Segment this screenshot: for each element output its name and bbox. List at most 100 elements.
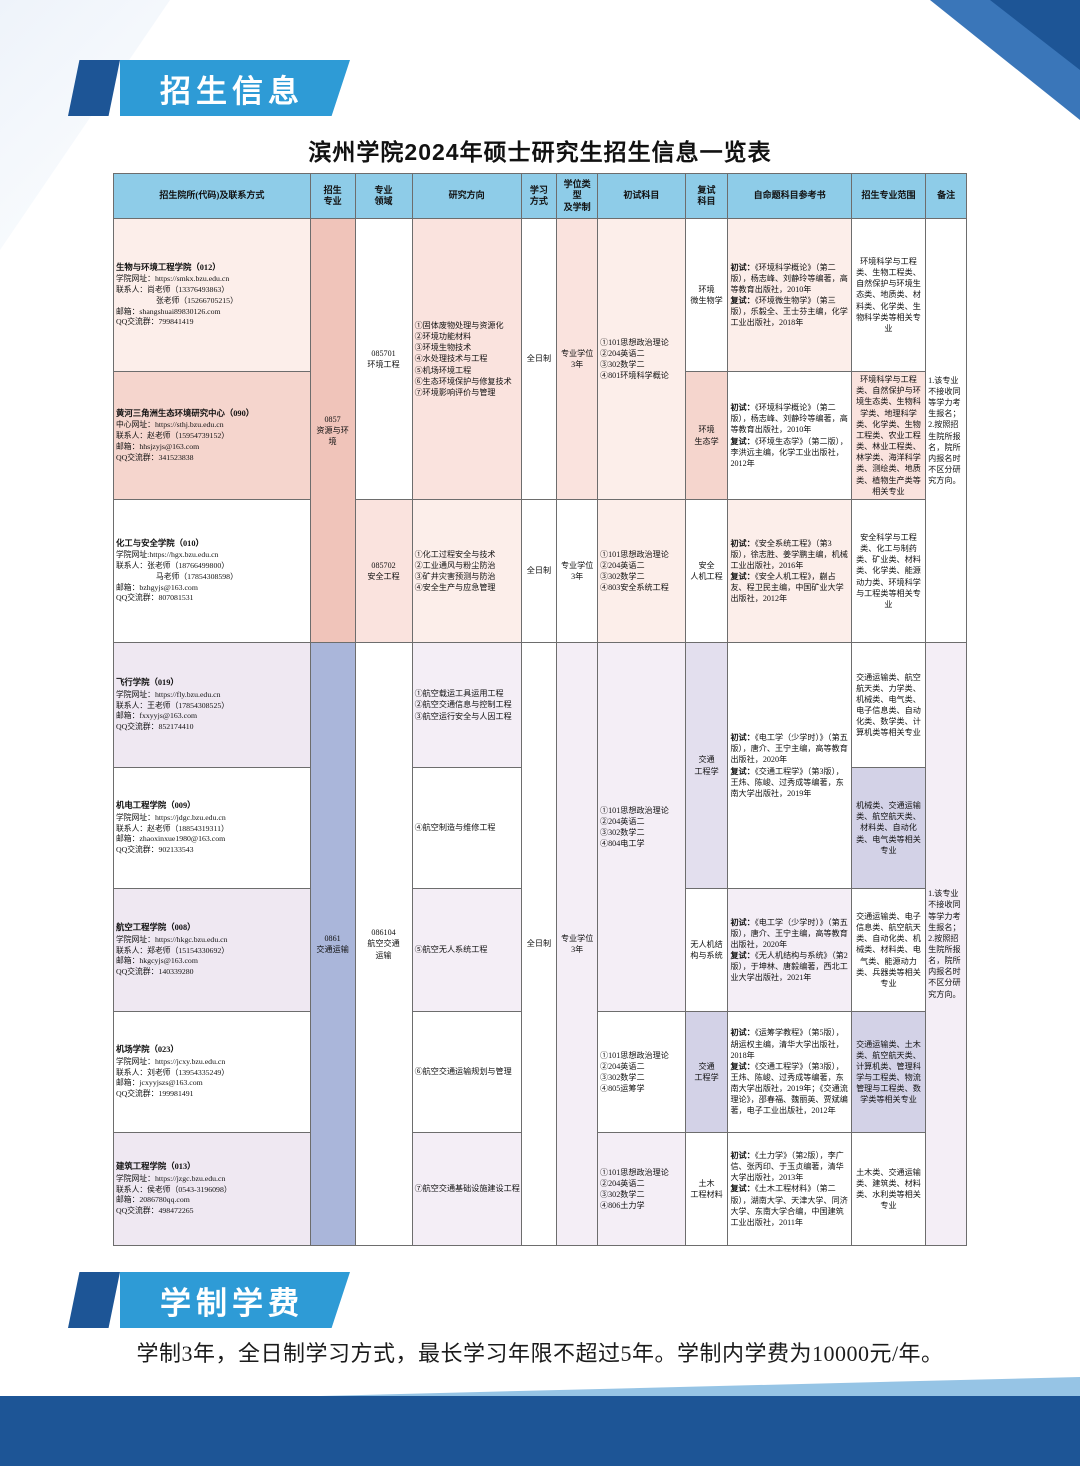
cell-books-traffic-eng-1: 初试：《电工学（少学时）》（第五版），唐介、王宁主编，高等教育出版社，2020年… xyxy=(727,642,852,889)
col-header-major-line2: 专业 xyxy=(323,196,342,206)
institute-email: 邮箱：fxxyyjs@163.com xyxy=(116,711,198,721)
institute-qq-group: QQ交流群：902133543 xyxy=(116,845,194,855)
institute-contact-1: 联系人：张老师（18766499800） xyxy=(116,561,230,571)
cell-scope-or: 交通运输类、土木类、航空航天类、计算机类、管理科学与工程类、物流管理与工程类、数… xyxy=(850,1011,927,1133)
cell-institute-aviation: 航空工程学院（008） 学院网址：https://hkgc.bzu.edu.cn… xyxy=(113,888,311,1012)
institute-email: 邮箱：bzhgyjs@163.com xyxy=(116,582,198,592)
col-header-degree: 学位类型 及学制 xyxy=(556,173,599,219)
section-banner-admission: 招生信息 xyxy=(68,60,350,116)
table-row: 黄河三角洲生态环境研究中心（090） 中心网址：https://sthj.bzu… xyxy=(113,371,967,500)
tuition-description: 学制3年，全日制学习方式，最长学习年限不超过5年。学制内学费为10000元/年。 xyxy=(136,1341,944,1366)
institute-website: 学院网址：https://jdgc.bzu.edu.cn xyxy=(116,812,226,822)
cell-study-mode-safety: 全日制 xyxy=(520,499,558,643)
retest-subject-line2: 人机工程 xyxy=(690,572,723,581)
direction-item: ⑥生态环境保护与修复技术 xyxy=(414,376,512,386)
direction-item: ②工业通风与粉尘防治 xyxy=(414,560,496,570)
cell-exam1-elec: ①101思想政治理论 ②204英语二 ③302数学二 ④804电工学 xyxy=(597,642,686,1012)
exam-subject: ②204英语二 xyxy=(600,348,645,358)
table-row: 化工与安全学院（010） 学院网址:https://hgx.bzu.edu.cn… xyxy=(113,499,967,643)
institute-name: 航空工程学院（008） xyxy=(116,923,196,933)
institute-qq-group: QQ交流群：341523838 xyxy=(116,452,194,462)
direction-item: ⑤机场环境工程 xyxy=(414,365,472,375)
institute-qq-group: QQ交流群：140339280 xyxy=(116,967,194,977)
cell-retest-safety-ergo: 安全 人机工程 xyxy=(684,499,729,643)
cell-retest-env-eco: 环境 生态学 xyxy=(684,371,729,500)
cell-degree-transport: 专业学位 3年 xyxy=(556,642,599,1246)
degree-type: 专业学位 xyxy=(560,933,594,943)
institute-qq-group: QQ交流群：498472265 xyxy=(116,1206,194,1216)
exam-subject: ④805运筹学 xyxy=(600,1084,645,1094)
cell-scope-uav: 交通运输类、电子信息类、航空航天类、自动化类、机械类、材料类、电气类、能源动力类… xyxy=(850,888,927,1012)
books-first-text: 《电工学（少学时）》（第五版），唐介、王宁主编，高等教育出版社，2020年 xyxy=(730,917,848,949)
cell-institute-civil: 建筑工程学院（013） 学院网址：https://jzgc.bzu.edu.cn… xyxy=(113,1132,311,1246)
col-header-exam1: 初试科目 xyxy=(597,173,686,219)
major-name: 资源与环境 xyxy=(316,425,349,447)
cell-scope-env-micro: 环境科学与工程类、生物工程类、自然保护与环境生态类、地质类、材料类、化学类、生物… xyxy=(850,218,927,372)
field-code: 085702 xyxy=(371,560,396,570)
field-name: 安全工程 xyxy=(367,572,400,581)
institute-website: 学院网址：https://fly.bzu.edu.cn xyxy=(116,689,221,699)
banner-tail-shape xyxy=(68,1272,120,1328)
cell-directions-airport: ⑥航空交通运输规划与管理 xyxy=(411,1011,522,1133)
institute-contact-1: 联系人：赵老师（18854319311） xyxy=(116,823,229,833)
cell-books-or: 初试：《运筹学教程》（第5版），胡运权主编，清华大学出版社，2018年 复试：《… xyxy=(727,1011,852,1133)
direction-item: ③环境生物技术 xyxy=(414,343,472,353)
books-first-label: 初试： xyxy=(730,1150,755,1160)
major-code: 0861 xyxy=(324,933,341,943)
institute-contact-1: 联系人：王老师（17854308525） xyxy=(116,700,230,710)
col-header-major: 招生 专业 xyxy=(309,173,356,219)
institute-qq-group: QQ交流群：852174410 xyxy=(116,722,194,732)
cell-degree-env: 专业学位 3年 xyxy=(556,218,599,500)
books-second-label: 复试： xyxy=(730,766,755,776)
cell-scope-traffic-eng-1: 交通运输类、航空航天类、力学类、机械类、电气类、电子信息类、自动化类、数学类、计… xyxy=(850,642,927,768)
cell-directions-env-eng: ①固体废物处理与资源化 ②环境功能材料 ③环境生物技术 ④水处理技术与工程 ⑤机… xyxy=(411,218,522,500)
direction-item: ①固体废物处理与资源化 xyxy=(414,320,504,330)
institute-contact-1: 联系人：尚老师（13376493863） xyxy=(116,285,230,295)
retest-subject-line1: 交通 xyxy=(698,755,715,765)
books-second-label: 复试： xyxy=(730,572,755,581)
books-second-label: 复试： xyxy=(730,951,755,960)
institute-website: 学院网址：https://smkx.bzu.edu.cn xyxy=(116,274,230,284)
cell-scope-traffic-eng-2: 机械类、交通运输类、航空航天类、材料类、自动化类、电气类等相关专业 xyxy=(850,767,927,889)
institute-email: 邮箱：2086780qq.com xyxy=(116,1195,190,1205)
col-header-note: 备注 xyxy=(925,173,967,219)
cell-directions-civil: ⑦航空交通基础设施建设工程 xyxy=(411,1132,522,1246)
books-first-text: 《环境科学概论》（第二版），杨志峰、刘静玲等编著，高等教育出版社，2010年 xyxy=(730,403,848,435)
institute-name: 化工与安全学院（010） xyxy=(116,538,204,548)
books-second-text: 《土木工程材料》（第二版），湖南大学、天津大学、同济大学、东南大学合编，中国建筑… xyxy=(730,1184,848,1227)
cell-books-safety: 初试：《安全系统工程》（第3版），徐志胜、姜学鹏主编，机械工业出版社，2016年… xyxy=(727,499,852,643)
retest-subject-line1: 土木 xyxy=(698,1178,715,1188)
institute-website: 学院网址：https://jzgc.bzu.edu.cn xyxy=(116,1173,226,1183)
cell-books-env-eco: 初试：《环境科学概论》（第二版），杨志峰、刘静玲等编著，高等教育出版社，2010… xyxy=(727,371,852,500)
col-header-field: 专业 领域 xyxy=(354,173,413,219)
institute-website: 学院网址：https://jcxy.bzu.edu.cn xyxy=(116,1056,226,1066)
books-second-label: 复试： xyxy=(730,1061,755,1071)
cell-institute-mech-elec: 机电工程学院（009） 学院网址：https://jdgc.bzu.edu.cn… xyxy=(113,767,311,889)
cell-study-mode-env: 全日制 xyxy=(520,218,558,500)
exam-subject: ④806土力学 xyxy=(600,1201,645,1211)
exam-subject: ②204英语二 xyxy=(600,816,645,826)
books-second-label: 复试： xyxy=(730,1184,755,1194)
institute-qq-group: QQ交流群：799841419 xyxy=(116,317,194,327)
retest-subject-line1: 环境 xyxy=(698,425,715,435)
institute-contact-1: 联系人：侯老师（0543-3196098） xyxy=(116,1184,232,1194)
cell-institute-yellow-river: 黄河三角洲生态环境研究中心（090） 中心网址：https://sthj.bzu… xyxy=(113,371,311,500)
retest-subject-line2: 工程学 xyxy=(694,766,719,776)
retest-subject-line2: 生态学 xyxy=(694,436,719,446)
books-first-text: 《土力学》（第2版），李广信、张丙印、于玉贞编著，清华大学出版社，2013年 xyxy=(730,1150,844,1183)
books-second-text: 《安全人机工程》，蒯占友、程卫民主编，中国矿业大学出版社，2012年 xyxy=(730,572,844,604)
books-first-text: 《环境科学概论》（第二版），杨志峰、刘静玲等编著，高等教育出版社，2010年 xyxy=(730,262,848,294)
banner-tail-shape xyxy=(68,60,120,116)
admissions-table: 招生院所(代码)及联系方式 招生 专业 专业 领域 研究方向 学习 方式 学位类… xyxy=(113,173,967,1246)
books-first-label: 初试： xyxy=(730,538,755,548)
institute-email: 邮箱：hhsjzyjs@163.com xyxy=(116,441,200,451)
col-header-exam2-line1: 复试 xyxy=(697,184,716,195)
degree-duration: 3年 xyxy=(571,360,584,369)
exam-subject: ②204英语二 xyxy=(600,560,645,570)
cell-retest-civil-mat: 土木 工程材料 xyxy=(684,1132,729,1246)
retest-subject-line2: 工程材料 xyxy=(690,1190,723,1199)
institute-name: 生物与环境工程学院（012） xyxy=(116,262,221,272)
direction-item: ⑥航空交通运输规划与管理 xyxy=(414,1067,512,1077)
books-second-label: 复试： xyxy=(730,436,755,446)
col-header-mode-line1: 学习 xyxy=(529,184,548,195)
